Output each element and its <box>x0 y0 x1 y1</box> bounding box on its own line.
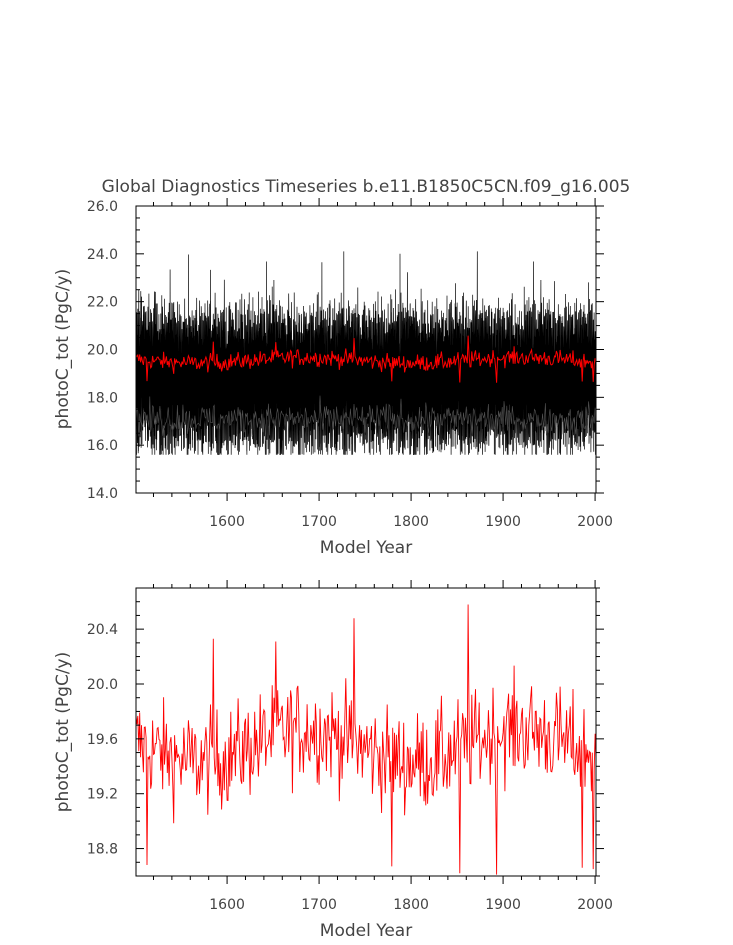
y-tick-label: 18.0 <box>87 390 118 406</box>
y-tick-label: 26.0 <box>87 199 118 215</box>
x-tick-label: 1600 <box>209 514 245 530</box>
series-line-monthly-low <box>135 395 597 444</box>
bottom-chart-x-axis-label: Model Year <box>320 921 412 941</box>
bottom-chart-tick-labels: 1600 1700 1800 1900 2000 18.8 19.2 19.6 20.0 20.4 <box>87 622 613 913</box>
y-tick-label: 24.0 <box>87 247 118 263</box>
y-tick-label: 20.0 <box>87 677 118 693</box>
y-tick-label: 20.4 <box>87 622 118 638</box>
top-chart-x-axis-label: Model Year <box>320 538 412 558</box>
bottom-chart: 1600 1700 1800 1900 2000 18.8 19.2 19.6 20.0 20.4… <box>53 580 613 941</box>
x-tick-label: 2000 <box>577 897 613 913</box>
bottom-chart-ticks <box>136 580 604 884</box>
y-tick-label: 14.0 <box>87 486 118 502</box>
x-tick-label: 1900 <box>485 514 521 530</box>
top-chart-series-annual <box>135 335 597 383</box>
y-tick-label: 19.6 <box>87 732 118 748</box>
x-tick-label: 1700 <box>301 897 337 913</box>
series-line-annual <box>135 604 597 875</box>
chart-title: Global Diagnostics Timeseries b.e11.B185… <box>102 177 631 197</box>
top-chart: 1600 1700 1800 1900 2000 14.0 16.0 18.0 20.0 22.0… <box>53 198 613 558</box>
y-tick-label: 20.0 <box>87 343 118 359</box>
series-line-annual <box>135 335 597 383</box>
x-tick-label: 1700 <box>301 514 337 530</box>
y-tick-label: 16.0 <box>87 438 118 454</box>
series-line-monthly <box>135 251 597 456</box>
bottom-chart-y-axis-label: photoC_tot (PgC/y) <box>53 652 73 813</box>
bottom-chart-plot-frame <box>135 587 597 877</box>
bottom-chart-series-annual <box>135 604 597 875</box>
y-tick-label: 19.2 <box>87 787 118 803</box>
top-chart-y-axis-label: photoC_tot (PgC/y) <box>53 269 73 430</box>
x-tick-label: 1900 <box>485 897 521 913</box>
x-tick-label: 1800 <box>393 514 429 530</box>
x-tick-label: 1800 <box>393 897 429 913</box>
y-tick-label: 18.8 <box>87 842 118 858</box>
top-chart-series-monthly <box>135 251 597 456</box>
top-chart-tick-labels: 1600 1700 1800 1900 2000 14.0 16.0 18.0 20.0 22.0… <box>87 199 613 530</box>
x-tick-label: 2000 <box>577 514 613 530</box>
x-tick-label: 1600 <box>209 897 245 913</box>
y-tick-label: 22.0 <box>87 295 118 311</box>
top-chart-ticks <box>136 198 604 501</box>
